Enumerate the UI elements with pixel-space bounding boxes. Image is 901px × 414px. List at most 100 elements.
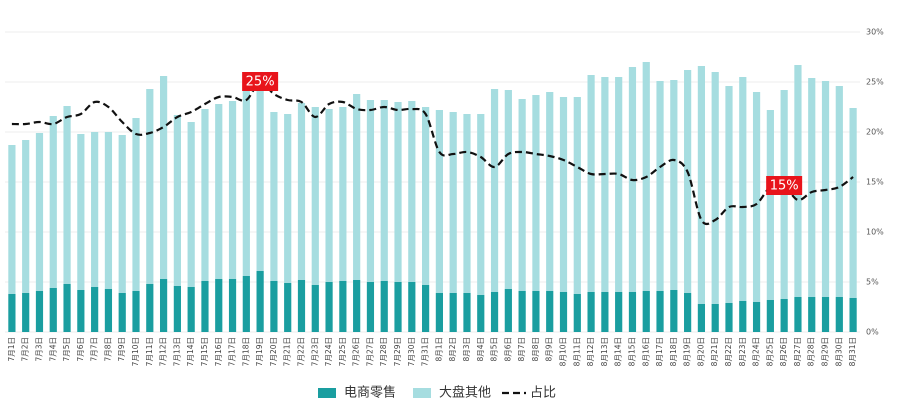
bar-segment xyxy=(835,297,843,332)
x-tick-label: 8月31日 xyxy=(848,337,857,366)
y2-tick-label: 15% xyxy=(866,178,884,187)
bar-segment xyxy=(311,285,319,332)
bar-segment xyxy=(794,297,802,332)
bar-segment xyxy=(104,132,113,289)
bar-segment xyxy=(766,110,774,300)
x-tick-label: 7月13日 xyxy=(172,337,181,366)
bar-segment xyxy=(118,293,126,332)
x-tick-label: 8月8日 xyxy=(531,337,540,362)
bar-segment xyxy=(408,282,416,332)
bar-segment xyxy=(22,293,30,332)
y2-tick-label: 0% xyxy=(866,328,879,337)
bar-segment xyxy=(35,291,44,332)
x-tick-label: 8月13日 xyxy=(600,337,609,366)
x-tick-label: 7月16日 xyxy=(214,337,223,366)
bar-segment xyxy=(697,66,706,304)
x-tick-label: 8月27日 xyxy=(793,337,802,366)
x-tick-label: 8月12日 xyxy=(586,337,595,366)
bar-segment xyxy=(435,293,443,332)
bar-segment xyxy=(297,280,306,332)
value-label-box xyxy=(242,72,279,91)
legend-swatch xyxy=(318,388,336,398)
bar-segment xyxy=(532,95,540,291)
x-tick-label: 8月11日 xyxy=(572,337,581,366)
bar-segment xyxy=(104,289,113,332)
x-tick-label: 7月15日 xyxy=(200,337,209,366)
x-tick-label: 7月11日 xyxy=(145,337,154,366)
bar-segment xyxy=(159,279,168,332)
bar-segment xyxy=(256,82,264,271)
bar-segment xyxy=(146,284,154,332)
bar-segment xyxy=(366,282,375,332)
bar-segment xyxy=(22,140,30,293)
x-tick-label: 8月20日 xyxy=(696,337,705,366)
bar-segment xyxy=(8,294,16,332)
bar-segment xyxy=(559,292,568,332)
bar-segment xyxy=(463,293,471,332)
bar-segment xyxy=(449,112,457,293)
x-tick-label: 7月7日 xyxy=(90,337,99,362)
x-tick-label: 8月9日 xyxy=(545,337,554,362)
bar-segment xyxy=(504,289,512,332)
x-tick-label: 7月9日 xyxy=(117,337,126,362)
bar-segment xyxy=(339,281,347,332)
bar-segment xyxy=(739,301,747,332)
x-tick-label: 7月24日 xyxy=(324,337,333,366)
bar-segment xyxy=(77,134,85,290)
x-tick-label: 7月8日 xyxy=(103,337,112,362)
x-tick-label: 7月4日 xyxy=(48,337,57,362)
bar-segment xyxy=(725,86,733,303)
x-tick-label: 8月23日 xyxy=(738,337,747,366)
bar-segment xyxy=(490,89,499,292)
bar-segment xyxy=(477,114,485,295)
bar-segment xyxy=(63,106,71,284)
legend-swatch xyxy=(413,388,431,398)
bar-segment xyxy=(435,110,443,293)
x-tick-label: 7月3日 xyxy=(34,337,43,362)
bar-segment xyxy=(752,302,761,332)
bar-segment xyxy=(228,101,237,279)
x-tick-label: 8月7日 xyxy=(517,337,526,362)
bar-segment xyxy=(215,104,223,279)
bar-segment xyxy=(546,291,554,332)
bar-segment xyxy=(670,290,678,332)
bar-segment xyxy=(353,94,361,280)
bar-segment xyxy=(628,292,637,332)
bar-segment xyxy=(422,107,430,285)
bar-segment xyxy=(187,122,195,287)
bar-segment xyxy=(808,78,816,297)
x-tick-label: 8月10日 xyxy=(559,337,568,366)
bar-segment xyxy=(118,135,126,293)
bar-segment xyxy=(366,100,375,282)
bar-segment xyxy=(656,291,664,332)
x-tick-label: 7月6日 xyxy=(76,337,85,362)
bar-segment xyxy=(380,281,388,332)
x-tick-label: 7月12日 xyxy=(159,337,168,366)
x-tick-label: 7月25日 xyxy=(338,337,347,366)
value-label: 15% xyxy=(770,179,799,194)
bar-segment xyxy=(63,284,71,332)
bar-segment xyxy=(228,279,237,332)
bar-segment xyxy=(573,294,581,332)
bar-segment xyxy=(615,292,623,332)
bar-segment xyxy=(132,291,140,332)
bar-segment xyxy=(159,76,168,279)
x-tick-label: 8月14日 xyxy=(614,337,623,366)
bar-segment xyxy=(380,100,388,281)
x-tick-label: 8月19日 xyxy=(683,337,692,366)
bar-segment xyxy=(49,116,57,288)
legend-label: 占比 xyxy=(530,386,556,401)
y2-tick-label: 5% xyxy=(866,278,879,287)
bar-segment xyxy=(8,145,16,294)
x-tick-label: 7月19日 xyxy=(255,337,264,366)
bar-segment xyxy=(270,112,278,281)
bar-segment xyxy=(849,298,857,332)
bar-segment xyxy=(573,97,581,294)
bar-segment xyxy=(642,291,650,332)
bar-segment xyxy=(684,293,692,332)
x-tick-label: 7月26日 xyxy=(352,337,361,366)
bar-segment xyxy=(284,283,292,332)
bar-segment xyxy=(601,292,609,332)
bar-segment xyxy=(808,297,816,332)
